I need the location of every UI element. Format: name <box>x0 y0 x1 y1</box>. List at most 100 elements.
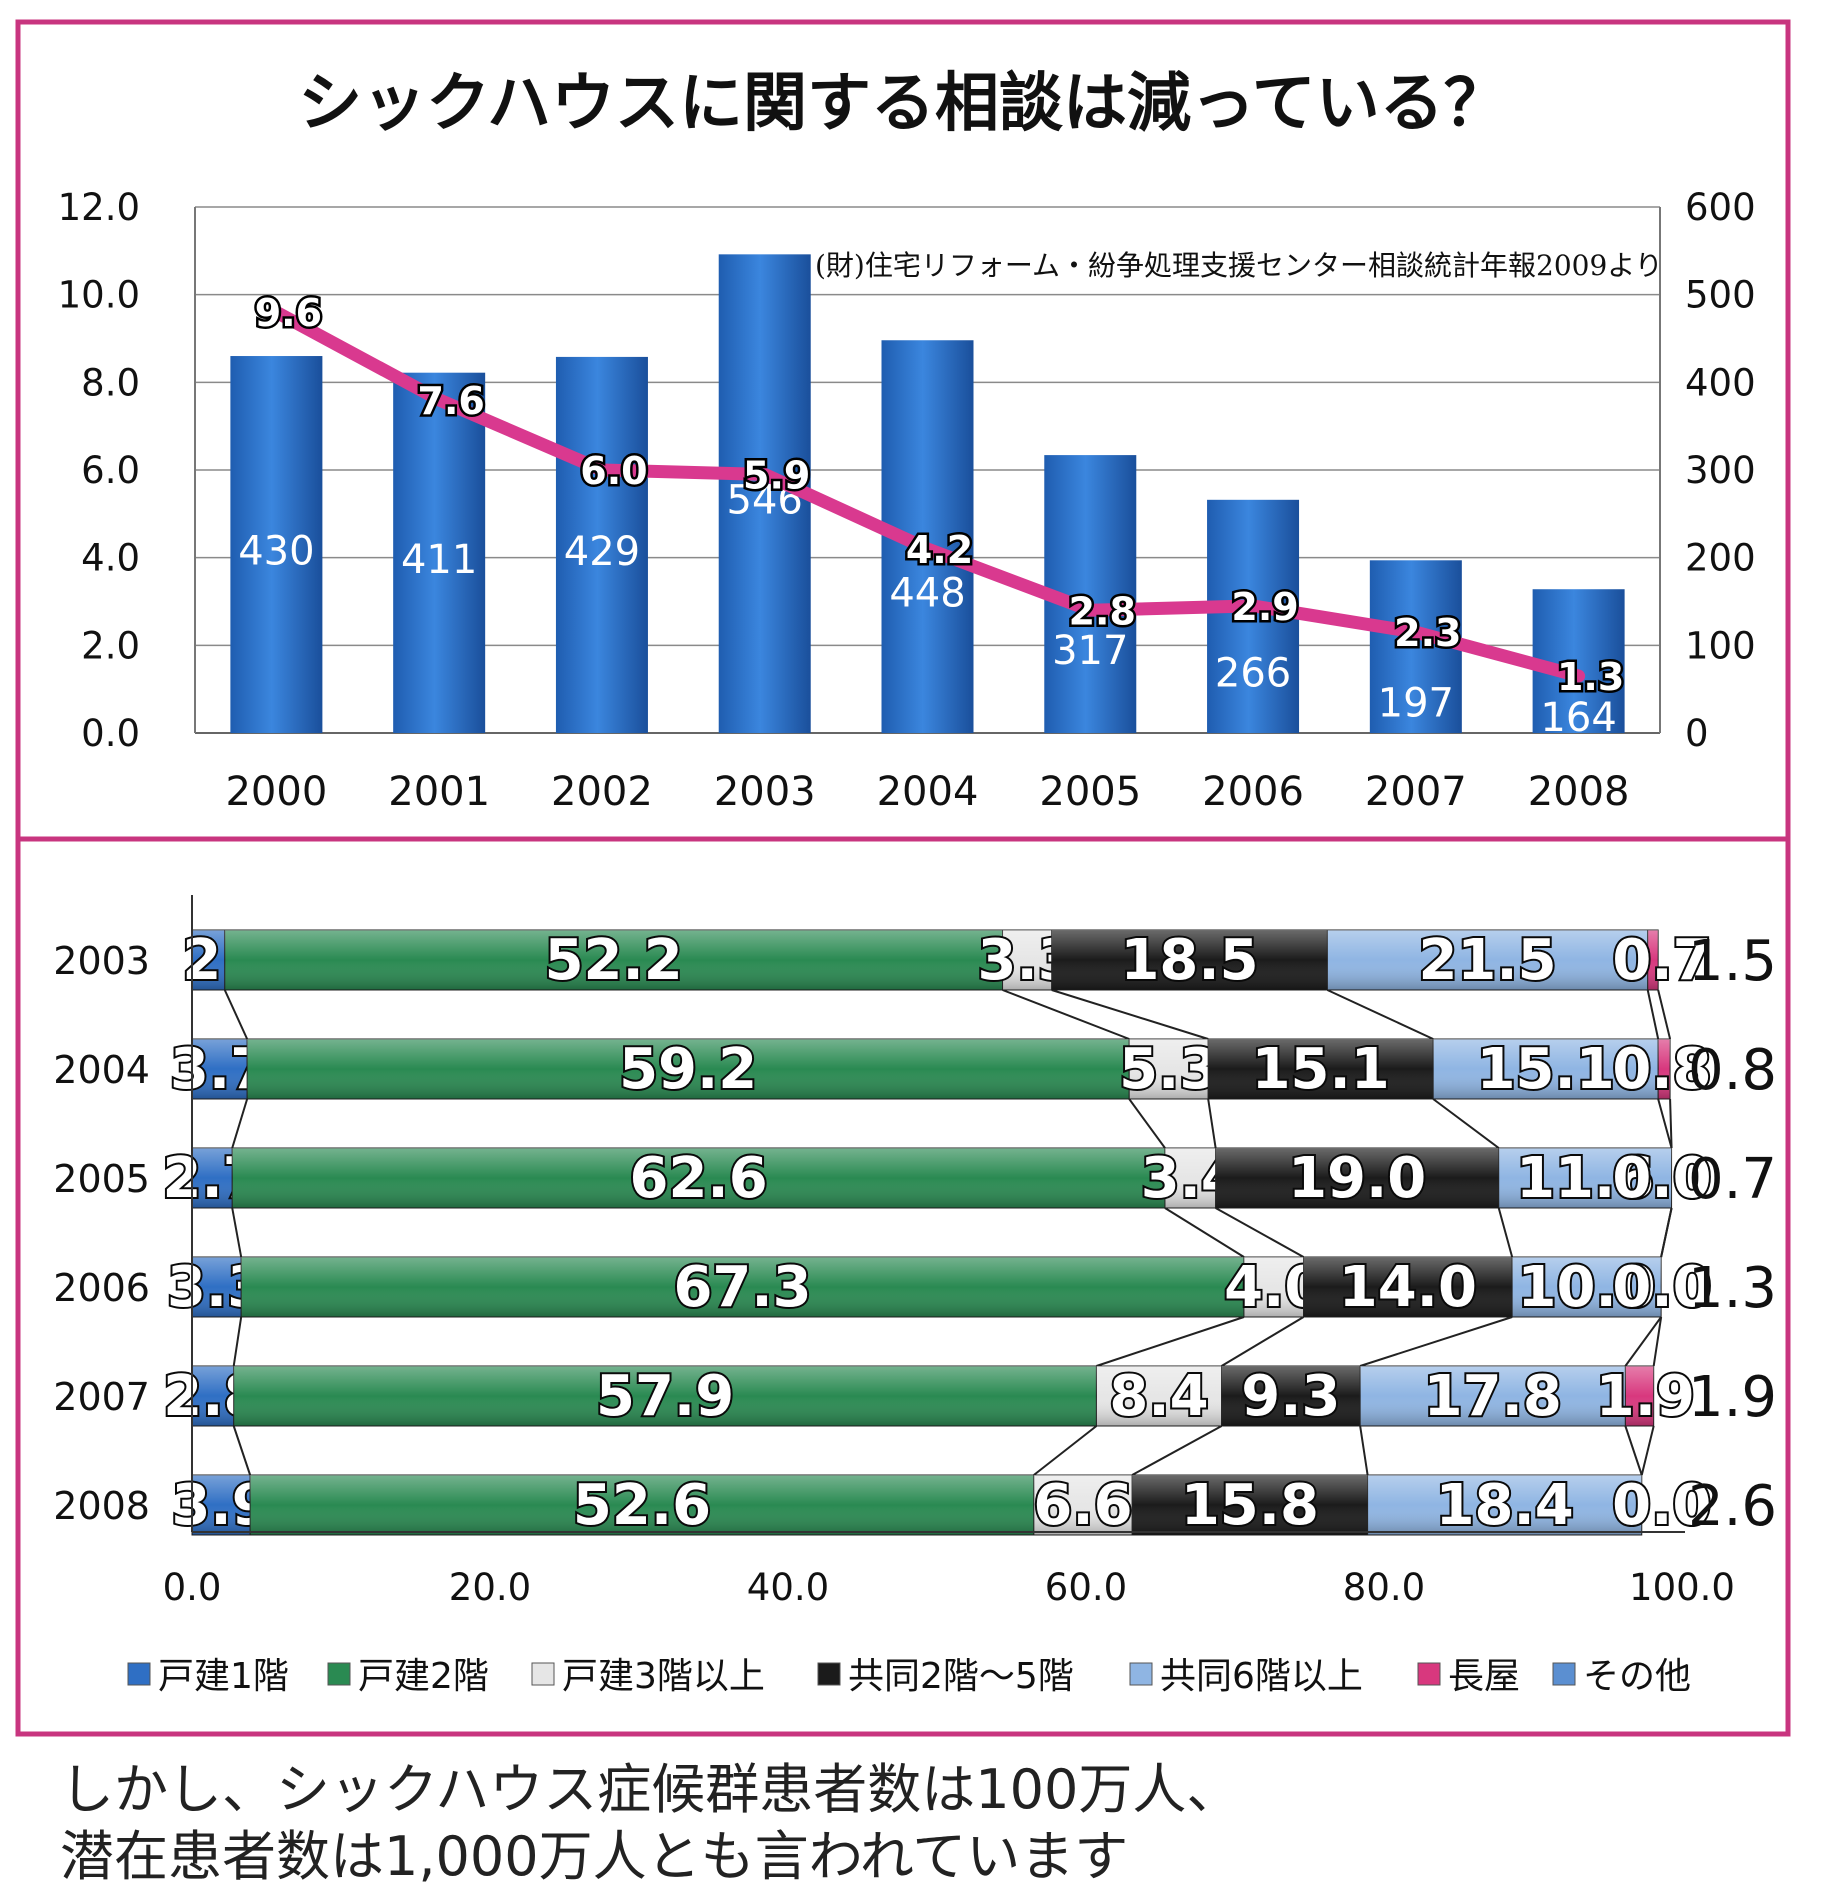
x-tick-label: 2001 <box>388 769 490 815</box>
line-data-label: 5.9 <box>743 453 810 497</box>
legend-label: 戸建2階 <box>358 1656 489 1697</box>
x-tick-label: 40.0 <box>747 1566 829 1609</box>
segment-shade <box>1164 1148 1216 1208</box>
left-y-tick-label: 8.0 <box>81 361 140 404</box>
segment-shade <box>1051 930 1328 990</box>
segment-shade <box>1132 1475 1368 1535</box>
segment-shade <box>224 930 1003 990</box>
segment-data-label: 52.6 <box>573 1473 711 1538</box>
segment-data-label: 15.8 <box>1181 1473 1319 1538</box>
series-connector <box>1207 1098 1217 1149</box>
y-category-label: 2004 <box>53 1048 150 1092</box>
y-category-label: 2005 <box>53 1157 150 1201</box>
x-tick-label: 20.0 <box>449 1566 531 1609</box>
series-connector <box>1624 1425 1643 1476</box>
segment-shade <box>1625 1366 1654 1426</box>
bottom-axes: 0.0 20.0 40.0 60.0 80.0 100.0 2003 2004 2005 2006… <box>53 895 1735 1609</box>
other-data-label: 0.7 <box>1688 1147 1777 1212</box>
line-data-label: 7.6 <box>418 379 485 423</box>
segment-data-label: 19.0 <box>1288 1146 1426 1211</box>
x-tick-label: 2008 <box>1528 769 1630 815</box>
segment-data-label: 0.0 <box>1612 1255 1711 1320</box>
segment-shade <box>1327 930 1648 990</box>
segment-data-label: 10.0 <box>1518 1255 1656 1320</box>
segment-shade <box>1647 930 1659 990</box>
right-y-tick-label: 0 <box>1685 712 1709 755</box>
segment-shade <box>1215 1148 1499 1208</box>
series-connector <box>1002 989 1130 1040</box>
segment-shade <box>1033 1475 1133 1535</box>
left-y-tick-label: 0.0 <box>81 712 140 755</box>
segment-data-label: 1.9 <box>1596 1364 1695 1429</box>
segment-data-label: 52.2 <box>545 928 683 993</box>
segment-data-label: 0.8 <box>1612 1037 1711 1102</box>
segment-shade <box>1208 1039 1434 1099</box>
series-connector <box>1051 989 1209 1040</box>
series-connector <box>1624 1316 1662 1367</box>
segment-data-label: 57.9 <box>596 1364 734 1429</box>
other-data-label: 1.3 <box>1688 1256 1777 1321</box>
segment-data-label: 11.6 <box>1516 1146 1654 1211</box>
other-data-label: 0.8 <box>1688 1038 1777 1103</box>
right-y-tick-label: 200 <box>1685 537 1756 580</box>
series-connector <box>1652 1316 1663 1367</box>
bar-data-label: 448 <box>889 571 965 617</box>
legend-label: 共同2階～5階 <box>848 1656 1074 1697</box>
x-tick-label: 100.0 <box>1629 1566 1735 1609</box>
segment-data-label: 9.3 <box>1241 1364 1340 1429</box>
bar-data-label: 411 <box>401 537 477 583</box>
line-data-label: 4.2 <box>906 528 973 572</box>
bottom-panel-frame <box>15 836 1791 1737</box>
legend: 戸建1階 戸建2階 戸建3階以上 共同2階～5階 共同6階以上 長屋 その他 <box>127 1656 1691 1697</box>
line-data-label: 2.3 <box>1394 611 1461 655</box>
segment-data-label: 5.3 <box>1119 1037 1218 1102</box>
segment-data-label: 15.1 <box>1252 1037 1390 1102</box>
right-y-tick-label: 400 <box>1685 361 1756 404</box>
series-connector <box>1128 1098 1166 1149</box>
segment-shade <box>1002 930 1052 990</box>
segment-data-label: 15.1 <box>1477 1037 1615 1102</box>
legend-label: 戸建1階 <box>158 1656 289 1697</box>
line-data-label: 2.8 <box>1069 589 1136 633</box>
left-y-tick-label: 2.0 <box>81 624 140 667</box>
bar <box>230 356 323 733</box>
series-line <box>269 305 1586 683</box>
line-data-label: 2.9 <box>1231 585 1298 629</box>
legend-swatch <box>531 1662 555 1686</box>
segment-shade <box>1512 1257 1662 1317</box>
series-connector <box>1326 989 1434 1040</box>
segment-data-label: 8.4 <box>1109 1364 1208 1429</box>
other-data-label: 2.6 <box>1688 1474 1777 1539</box>
caption-line-1: しかし、シックハウス症候群患者数は100万人、 <box>60 1758 1240 1821</box>
top-axes: 0.0 2.0 4.0 6.0 8.0 10.0 12.0 0 100 200 300 400 500 6… <box>58 186 1756 815</box>
segment-shade <box>241 1257 1244 1317</box>
chart-title: シックハウスに関する相談は減っている？ <box>298 67 1508 141</box>
y-category-label: 2006 <box>53 1266 150 1310</box>
bar <box>555 356 648 733</box>
segment-shade <box>192 930 225 990</box>
series-connector <box>1164 1207 1245 1258</box>
y-category-label: 2008 <box>53 1484 150 1528</box>
legend-swatch <box>327 1662 351 1686</box>
bar-data-label: 164 <box>1540 695 1616 741</box>
right-y-tick-label: 100 <box>1685 624 1756 667</box>
series-connector <box>232 1425 252 1476</box>
line-data-label: 6.0 <box>580 449 647 493</box>
segment-shade <box>1498 1148 1672 1208</box>
segment-shade <box>1658 1039 1671 1099</box>
segment-shade <box>192 1257 242 1317</box>
segment-shade <box>192 1148 233 1208</box>
series-connector <box>1669 1098 1673 1149</box>
bar-data-label: 430 <box>238 529 314 575</box>
legend-label: その他 <box>1583 1656 1691 1697</box>
series-connector <box>1131 1425 1223 1476</box>
left-y-tick-label: 10.0 <box>58 274 140 317</box>
segment-data-label: 18.5 <box>1120 928 1258 993</box>
segment-shade <box>1360 1366 1626 1426</box>
x-tick-label: 2002 <box>551 769 653 815</box>
bar-data-label: 197 <box>1378 681 1454 727</box>
series-connector <box>223 989 249 1040</box>
left-y-tick-label: 4.0 <box>81 537 140 580</box>
